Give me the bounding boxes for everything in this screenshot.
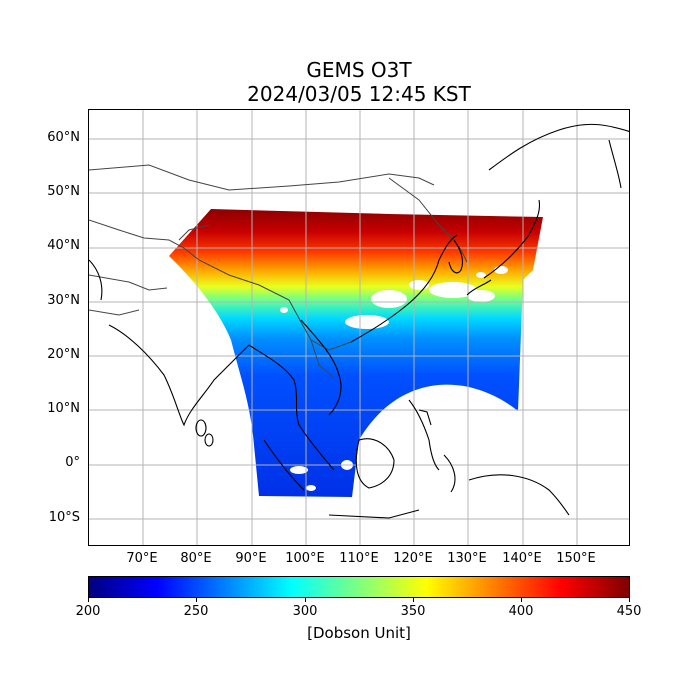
lat-tick-60n: 60°N: [47, 130, 80, 145]
colorbar: [88, 576, 630, 598]
grid-lines: [89, 110, 629, 545]
colorbar-tick-mark: [88, 598, 89, 602]
coastlines: [89, 123, 629, 519]
lat-tick-0: 0°: [65, 455, 80, 470]
lat-tick-50n: 50°N: [47, 184, 80, 199]
lon-tick-70e: 70°E: [126, 551, 158, 566]
map-canvas: [89, 110, 629, 545]
title-line-datetime: 2024/03/05 12:45 KST: [247, 82, 471, 106]
colorbar-tick-mark: [413, 598, 414, 602]
lon-tick-90e: 90°E: [235, 551, 267, 566]
lat-tick-10n: 10°N: [47, 401, 80, 416]
lon-tick-110e: 110°E: [339, 551, 379, 566]
colorbar-tick-400: 400: [508, 604, 534, 619]
lon-tick-150e: 150°E: [556, 551, 596, 566]
lat-tick-40n: 40°N: [47, 238, 80, 253]
lat-tick-20n: 20°N: [47, 347, 80, 362]
colorbar-tick-450: 450: [616, 604, 642, 619]
colorbar-tick-200: 200: [75, 604, 101, 619]
colorbar-tick-250: 250: [183, 604, 209, 619]
colorbar-tick-300: 300: [292, 604, 318, 619]
country-borders: [89, 164, 468, 379]
lon-tick-120e: 120°E: [393, 551, 433, 566]
colorbar-tick-mark: [196, 598, 197, 602]
colorbar-tick-350: 350: [400, 604, 426, 619]
lon-tick-140e: 140°E: [502, 551, 542, 566]
map-title: GEMS O3T 2024/03/05 12:45 KST: [88, 58, 630, 106]
colorbar-unit-label: [Dobson Unit]: [307, 624, 411, 642]
lat-tick-10s: 10°S: [48, 510, 80, 525]
colorbar-tick-mark: [305, 598, 306, 602]
lon-tick-130e: 130°E: [447, 551, 487, 566]
map-panel: [88, 109, 630, 546]
colorbar-tick-mark: [521, 598, 522, 602]
lat-tick-30n: 30°N: [47, 293, 80, 308]
lon-tick-100e: 100°E: [285, 551, 325, 566]
colorbar-tick-mark: [629, 598, 630, 602]
lon-tick-80e: 80°E: [180, 551, 212, 566]
ozone-swath: [169, 209, 543, 497]
title-line-product: GEMS O3T: [306, 58, 412, 82]
